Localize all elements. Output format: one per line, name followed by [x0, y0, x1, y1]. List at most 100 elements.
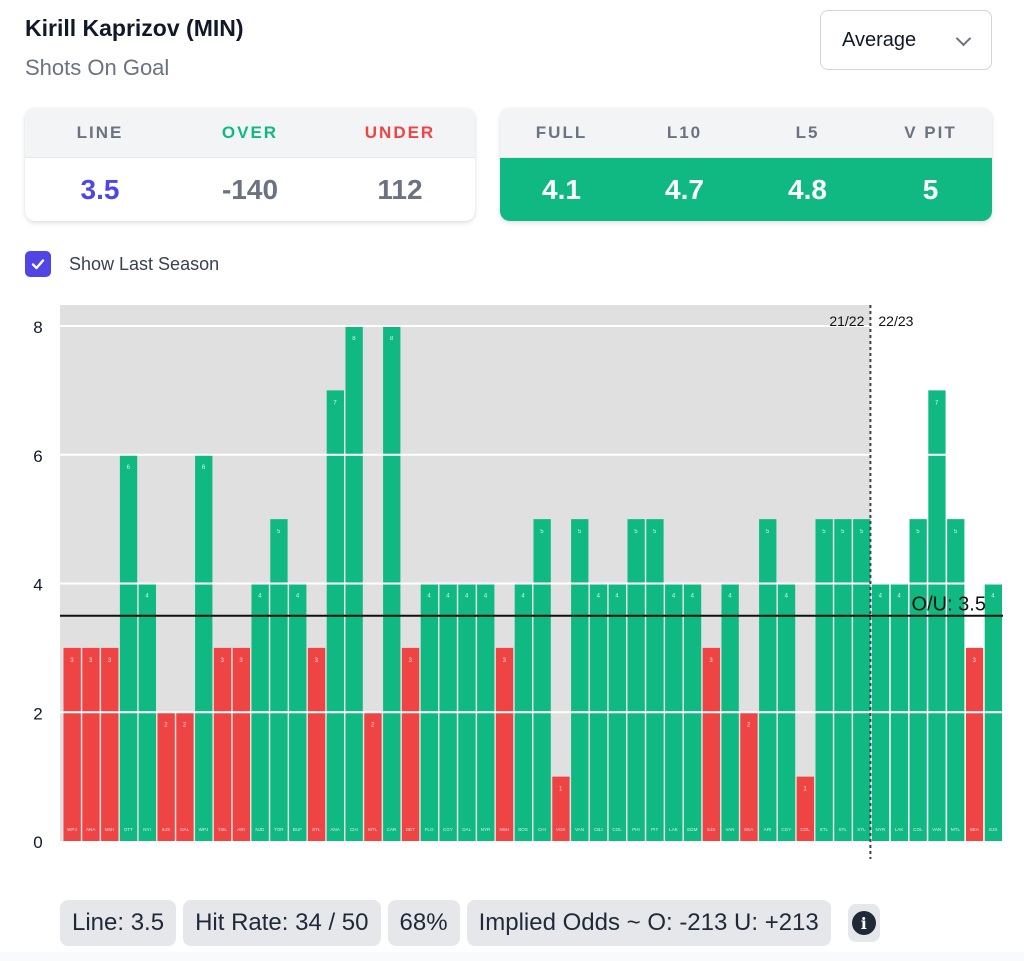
stat-mode-dropdown[interactable]: Average	[820, 10, 992, 70]
bar	[157, 712, 175, 841]
bar-category-label: SEA	[970, 827, 980, 832]
bar-category-label: SJS	[989, 827, 997, 832]
bar	[307, 647, 326, 841]
bar-value-label: 4	[785, 594, 789, 600]
bar	[759, 519, 777, 841]
bar	[495, 647, 514, 841]
bar-value-label: 5	[916, 529, 920, 535]
bar-category-label: CGY	[443, 827, 453, 832]
y-tick-label: 6	[33, 447, 42, 466]
market-name: Shots On Goal	[25, 55, 170, 80]
show-last-season-toggle[interactable]: Show Last Season	[25, 251, 219, 277]
bar	[740, 712, 758, 841]
bar-value-label: 5	[578, 529, 582, 535]
bar-value-label: 1	[803, 787, 807, 793]
bar	[815, 519, 833, 841]
bar-category-label: EDM	[687, 827, 697, 832]
y-tick-label: 8	[33, 318, 42, 337]
vs-opponent-avg: 5	[922, 173, 939, 205]
bar-category-label: COL	[800, 827, 810, 832]
bar-value-label: 5	[634, 529, 638, 535]
bar-category-label: ANA	[330, 827, 340, 832]
bar-value-label: 3	[239, 658, 243, 664]
bar-category-label: BUF	[293, 827, 302, 832]
bar-value-label: 4	[446, 594, 450, 600]
l5-header: L5	[795, 122, 820, 142]
bar-category-label: NYR	[481, 827, 491, 832]
bar-category-label: TOR	[274, 827, 284, 832]
y-tick-label: 0	[33, 833, 42, 852]
bar-category-label: PIT	[651, 827, 658, 832]
bar-value-label: 2	[183, 722, 187, 728]
bar-category-label: VAN	[932, 827, 941, 832]
bar-category-label: STL	[857, 827, 866, 832]
averages-card: FULL L10 L5 V PIT 4.1 4.7 4.8 5	[500, 108, 992, 221]
bar-value-label: 4	[879, 594, 883, 600]
dropdown-selected: Average	[842, 28, 917, 51]
bar	[646, 519, 664, 841]
bar-category-label: NYI	[143, 827, 151, 832]
bar-value-label: 3	[709, 658, 713, 664]
bar-value-label: 3	[70, 658, 74, 664]
bar-category-label: PHI	[632, 827, 640, 832]
bar-category-label: ANA	[86, 827, 96, 832]
bar-category-label: VAN	[575, 827, 584, 832]
bar-value-label: 7	[935, 400, 939, 406]
bar-category-label: NSH	[105, 827, 115, 832]
info-button[interactable]: i	[847, 904, 880, 942]
bar-category-label: DAL	[180, 827, 189, 832]
under-odds: 112	[377, 173, 423, 205]
bar-category-label: CHI	[538, 827, 546, 832]
over-header: OVER	[221, 122, 279, 142]
bar	[702, 647, 720, 841]
shots-bar-chart: 3 WPJ 3 ANA 3 NSH 6 OTT 4 NYI 2 SJS 2 DAL 6 WPJ 3 T.BL 3 AR…	[33, 305, 1003, 859]
bar-value-label: 6	[202, 465, 206, 471]
bar-category-label: COL	[913, 827, 923, 832]
bar-category-label: WPJ	[199, 827, 209, 832]
bar-category-label: ARI	[237, 827, 245, 832]
bar	[834, 519, 852, 841]
bar	[909, 519, 927, 841]
vs-opponent-header: V PIT	[904, 122, 957, 142]
bar-category-label: WPJ	[67, 827, 77, 832]
bar-value-label: 4	[484, 594, 488, 600]
bar-value-label: 4	[465, 594, 469, 600]
bar-value-label: 2	[747, 722, 751, 728]
bar	[965, 647, 984, 841]
footer-divider	[0, 952, 1024, 961]
bar-category-label: SJS	[162, 827, 170, 832]
y-tick-label: 4	[33, 576, 42, 595]
bar-value-label: 5	[860, 529, 864, 535]
bar	[627, 519, 645, 841]
bar-category-label: STL	[820, 827, 829, 832]
bar-category-label: LAK	[669, 827, 679, 832]
hit-rate-pill: Hit Rate: 34 / 50	[183, 900, 381, 946]
bar	[82, 647, 100, 841]
bar-category-label: ARI	[764, 827, 772, 832]
bar-value-label: 1	[559, 787, 563, 793]
bar-category-label: CAR	[387, 827, 397, 832]
bar-value-label: 5	[653, 529, 657, 535]
bar-value-label: 4	[145, 594, 149, 600]
bar-value-label: 5	[766, 529, 770, 535]
bar-value-label: 4	[728, 594, 732, 600]
bar	[63, 647, 81, 841]
season-label-current: 22/23	[878, 313, 913, 329]
bar	[552, 776, 570, 841]
bar-category-label: STL	[838, 827, 847, 832]
bar-value-label: 5	[277, 529, 281, 535]
bar-category-label: MTL	[368, 827, 378, 832]
show-last-season-checkbox[interactable]	[25, 251, 51, 277]
bar-value-label: 5	[822, 529, 826, 535]
bar-category-label: CGY	[781, 827, 791, 832]
full-avg: 4.1	[542, 173, 581, 205]
show-last-season-label: Show Last Season	[69, 253, 220, 274]
bar-category-label: SEA	[744, 827, 754, 832]
bar	[101, 647, 119, 841]
bar-category-label: OTT	[124, 827, 133, 832]
bar	[533, 519, 551, 841]
bar-category-label: VGK	[556, 827, 567, 832]
bar-category-label: T.BL	[218, 827, 228, 832]
bar-value-label: 5	[954, 529, 958, 535]
bar-category-label: DET	[406, 827, 415, 832]
